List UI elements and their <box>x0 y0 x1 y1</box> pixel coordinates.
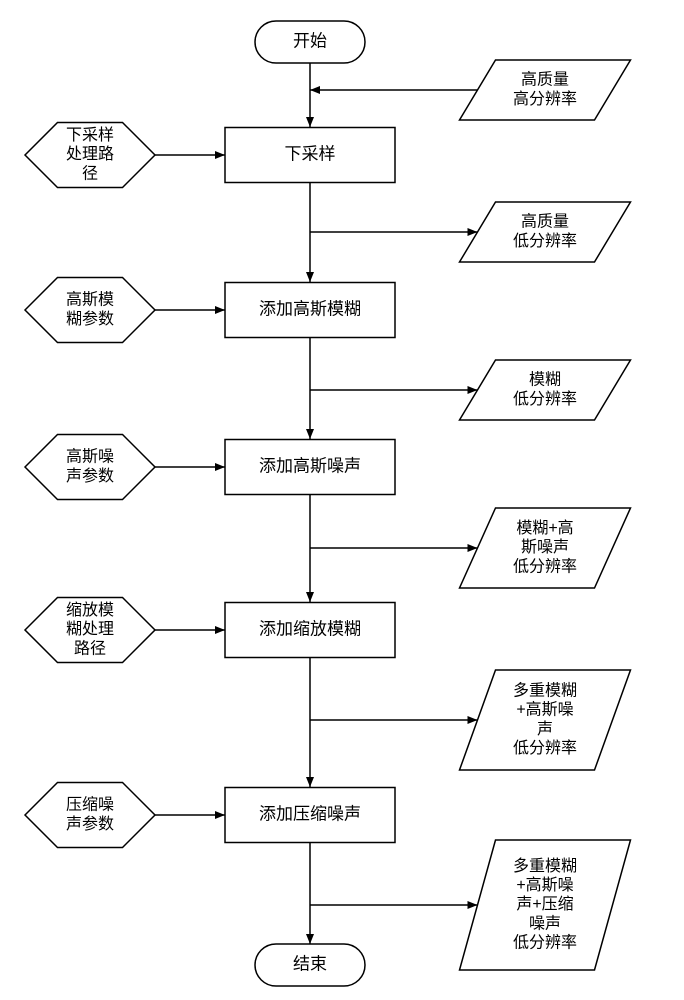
svg-text:声参数: 声参数 <box>66 815 114 833</box>
svg-text:高分辨率: 高分辨率 <box>513 90 577 108</box>
svg-text:高斯模: 高斯模 <box>66 291 114 309</box>
svg-text:高质量: 高质量 <box>521 71 569 89</box>
svg-text:低分辨率: 低分辨率 <box>513 739 577 757</box>
svg-text:添加高斯噪声: 添加高斯噪声 <box>259 456 361 475</box>
svg-text:添加缩放模糊: 添加缩放模糊 <box>259 619 361 638</box>
svg-text:模糊: 模糊 <box>529 371 561 389</box>
svg-text:高质量: 高质量 <box>521 213 569 231</box>
svg-text:压缩噪: 压缩噪 <box>66 796 114 814</box>
svg-text:多重模糊: 多重模糊 <box>513 857 577 875</box>
svg-text:低分辨率: 低分辨率 <box>513 390 577 408</box>
svg-text:缩放模: 缩放模 <box>66 601 114 619</box>
svg-text:+高斯噪: +高斯噪 <box>516 876 573 894</box>
svg-text:添加高斯模糊: 添加高斯模糊 <box>259 299 361 318</box>
svg-text:添加压缩噪声: 添加压缩噪声 <box>259 804 361 823</box>
svg-text:高斯噪: 高斯噪 <box>66 448 114 466</box>
svg-text:糊参数: 糊参数 <box>66 310 114 328</box>
svg-text:低分辨率: 低分辨率 <box>513 232 577 250</box>
svg-text:多重模糊: 多重模糊 <box>513 681 577 699</box>
svg-text:声参数: 声参数 <box>66 467 114 485</box>
svg-text:+高斯噪: +高斯噪 <box>516 701 573 719</box>
svg-text:斯噪声: 斯噪声 <box>521 538 569 556</box>
svg-text:声: 声 <box>537 720 553 738</box>
svg-text:低分辨率: 低分辨率 <box>513 557 577 575</box>
svg-text:结束: 结束 <box>293 954 327 973</box>
svg-text:声+压缩: 声+压缩 <box>516 895 573 913</box>
svg-text:开始: 开始 <box>293 31 327 50</box>
svg-text:糊处理: 糊处理 <box>66 620 114 638</box>
svg-text:下采样: 下采样 <box>66 126 114 144</box>
svg-text:径: 径 <box>82 164 98 182</box>
svg-text:处理路: 处理路 <box>66 145 114 163</box>
svg-text:噪声: 噪声 <box>529 914 561 932</box>
svg-text:模糊+高: 模糊+高 <box>516 519 573 537</box>
svg-text:低分辨率: 低分辨率 <box>513 934 577 952</box>
svg-text:下采样: 下采样 <box>285 144 336 163</box>
svg-text:路径: 路径 <box>74 639 106 657</box>
